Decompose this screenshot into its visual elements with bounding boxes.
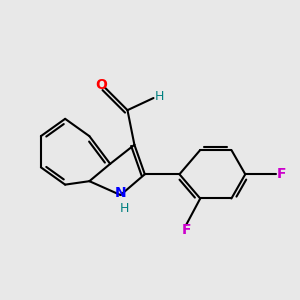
Text: H: H [120, 202, 129, 215]
Text: O: O [95, 78, 107, 92]
Text: H: H [155, 90, 164, 103]
Text: F: F [277, 167, 286, 181]
Text: F: F [182, 223, 191, 237]
Text: N: N [115, 186, 126, 200]
